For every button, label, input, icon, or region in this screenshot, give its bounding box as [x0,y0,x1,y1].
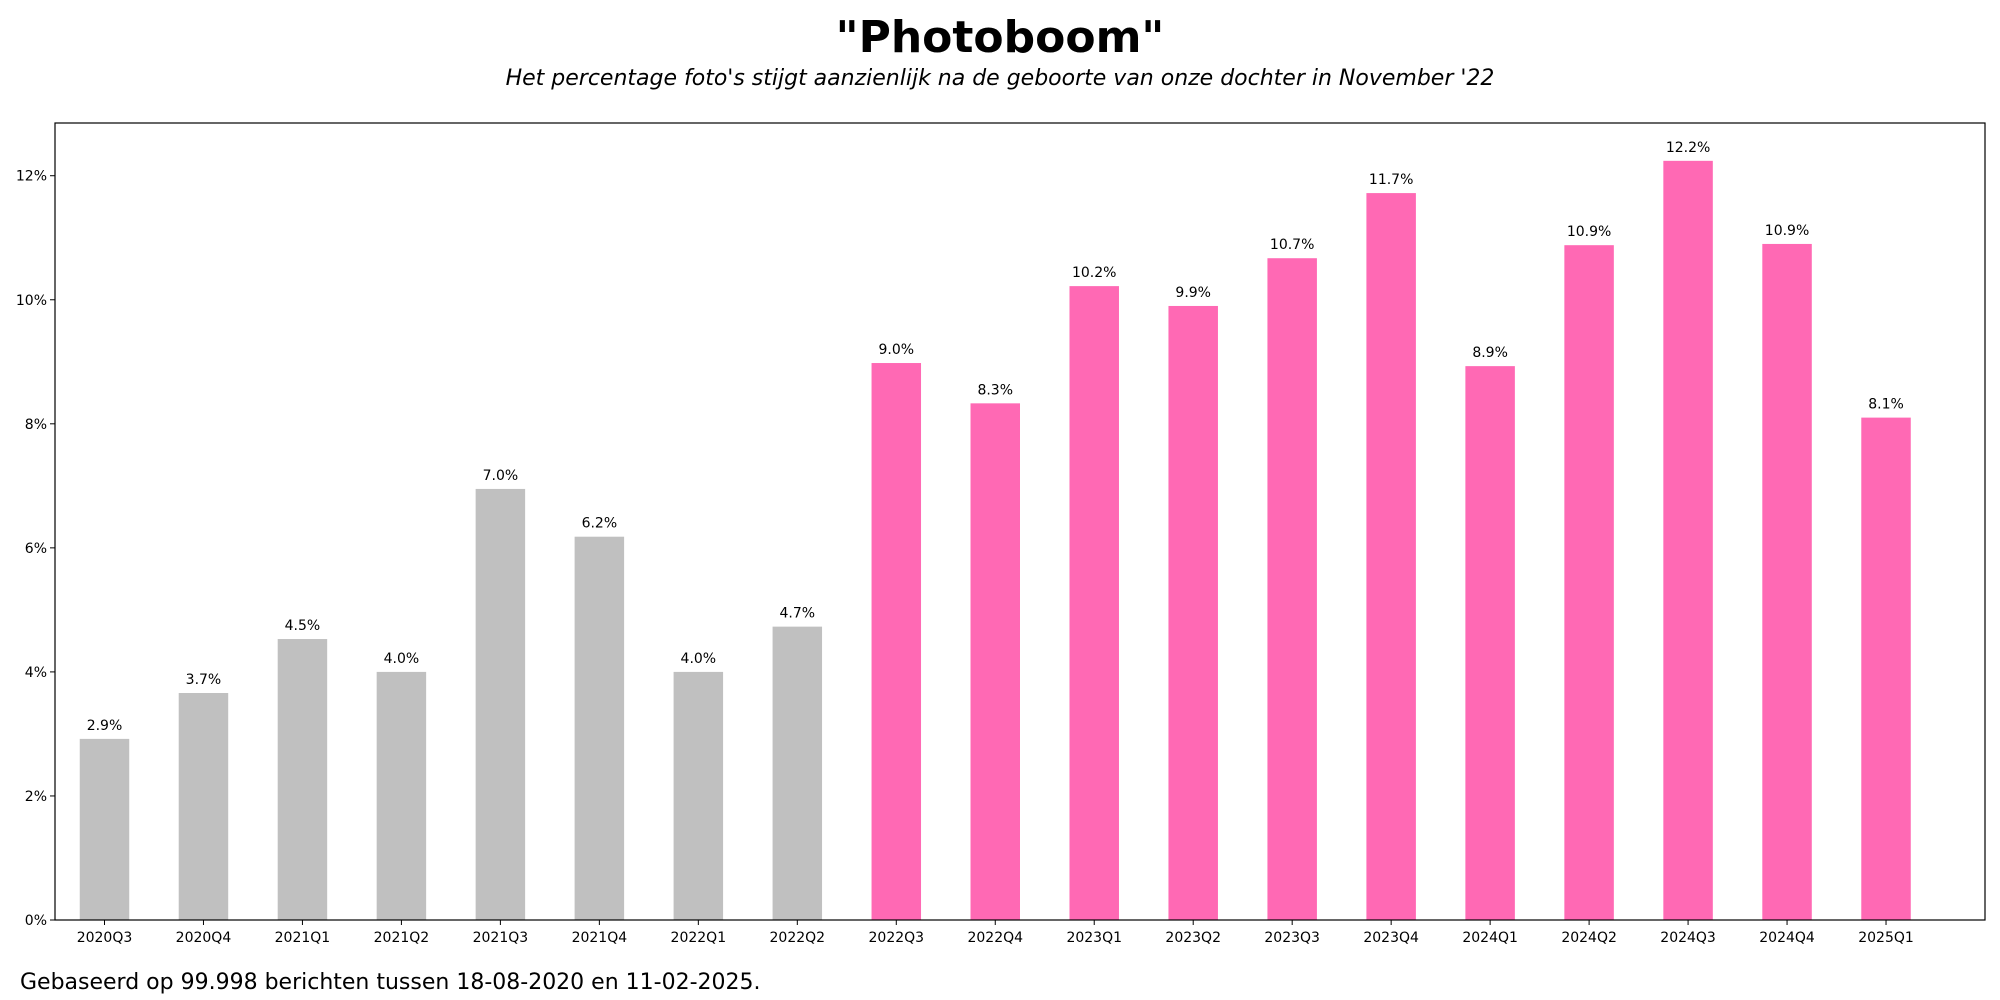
bars-layer [79,160,1911,921]
bar-2021Q1 [277,639,328,920]
y-tick-label-6%: 6% [25,541,47,557]
value-label-2021Q2: 4.0% [384,651,420,667]
bar-2021Q2 [376,671,427,920]
bar-2022Q2 [772,626,823,920]
value-label-2022Q4: 8.3% [977,382,1013,398]
bar-2024Q2 [1564,245,1614,921]
x-tick-label-2022Q1: 2022Q1 [671,930,727,946]
value-label-2024Q4: 10.9% [1765,223,1809,239]
bar-2022Q4 [970,403,1020,920]
value-label-2022Q2: 4.7% [780,606,816,622]
bar-2022Q3 [871,363,922,920]
y-tick-label-0%: 0% [25,913,47,929]
x-tick-label-2024Q3: 2024Q3 [1660,930,1716,946]
chart-subtitle: Het percentage foto's stijgt aanzienlijk… [505,66,1495,91]
bar-2024Q1 [1465,366,1515,920]
bar-2025Q1 [1861,417,1911,920]
value-label-2022Q3: 9.0% [878,342,914,358]
x-tick-label-2024Q2: 2024Q2 [1561,930,1617,946]
value-label-2021Q3: 7.0% [483,468,519,484]
value-label-2023Q4: 11.7% [1369,172,1413,188]
chart-title: "Photoboom" [835,12,1165,63]
value-label-2023Q1: 10.2% [1072,265,1116,281]
x-tick-label-2024Q4: 2024Q4 [1759,930,1815,946]
value-label-2023Q2: 9.9% [1175,285,1211,301]
bar-2023Q1 [1069,286,1119,920]
bar-2020Q3 [79,738,130,920]
value-label-2024Q3: 12.2% [1666,140,1710,156]
value-label-2023Q3: 10.7% [1270,237,1314,253]
value-label-2024Q1: 8.9% [1472,345,1508,361]
bar-2022Q1 [673,671,724,920]
value-label-2021Q4: 6.2% [582,516,618,532]
x-tick-label-2020Q4: 2020Q4 [176,930,232,946]
x-tick-label-2021Q3: 2021Q3 [473,930,529,946]
bar-2020Q4 [178,692,229,920]
bar-2023Q2 [1168,305,1218,920]
x-tick-label-2021Q1: 2021Q1 [275,930,331,946]
value-label-2025Q1: 8.1% [1868,397,1904,413]
x-tick-label-2025Q1: 2025Q1 [1858,930,1914,946]
value-label-2021Q1: 4.5% [285,618,321,634]
x-tick-label-2023Q4: 2023Q4 [1363,930,1419,946]
x-tick-label-2022Q2: 2022Q2 [770,930,826,946]
bar-2024Q4 [1762,243,1812,920]
value-label-2020Q4: 3.7% [186,672,222,688]
plot-frame [54,122,1986,921]
bar-2021Q3 [475,488,526,920]
value-labels-layer: 2.9% 3.7% 4.5% 4.0% 7.0% 6.2% 4.0% 4.7% 9.0% 8.3%… [87,140,1904,734]
chart-footnote: Gebaseerd op 99.998 berichten tussen 18-… [20,970,761,995]
y-tick-label-10%: 10% [16,293,47,309]
bar-2024Q3 [1663,160,1713,921]
x-tick-label-2020Q3: 2020Q3 [77,930,133,946]
value-label-2020Q3: 2.9% [87,718,123,734]
value-label-2024Q2: 10.9% [1567,224,1611,240]
x-tick-label-2023Q1: 2023Q1 [1066,930,1122,946]
y-tick-label-2%: 2% [25,789,47,805]
y-tick-label-8%: 8% [25,417,47,433]
y-axis: 0% 2% 4% 6% 8% 10% 12% [16,169,55,929]
y-tick-label-12%: 12% [16,169,47,185]
x-tick-label-2022Q3: 2022Q3 [869,930,925,946]
x-axis: 2020Q3 2020Q4 2021Q1 2021Q2 2021Q3 2021Q4 2022… [77,920,1914,946]
x-tick-label-2021Q4: 2021Q4 [572,930,628,946]
bar-2023Q4 [1366,193,1416,921]
value-label-2022Q1: 4.0% [681,651,717,667]
x-tick-label-2023Q3: 2023Q3 [1264,930,1320,946]
bar-2023Q3 [1267,258,1317,920]
x-tick-label-2023Q2: 2023Q2 [1165,930,1221,946]
x-tick-label-2024Q1: 2024Q1 [1462,930,1518,946]
bar-2021Q4 [574,536,625,920]
y-tick-label-4%: 4% [25,665,47,681]
x-tick-label-2021Q2: 2021Q2 [374,930,430,946]
x-tick-label-2022Q4: 2022Q4 [967,930,1023,946]
